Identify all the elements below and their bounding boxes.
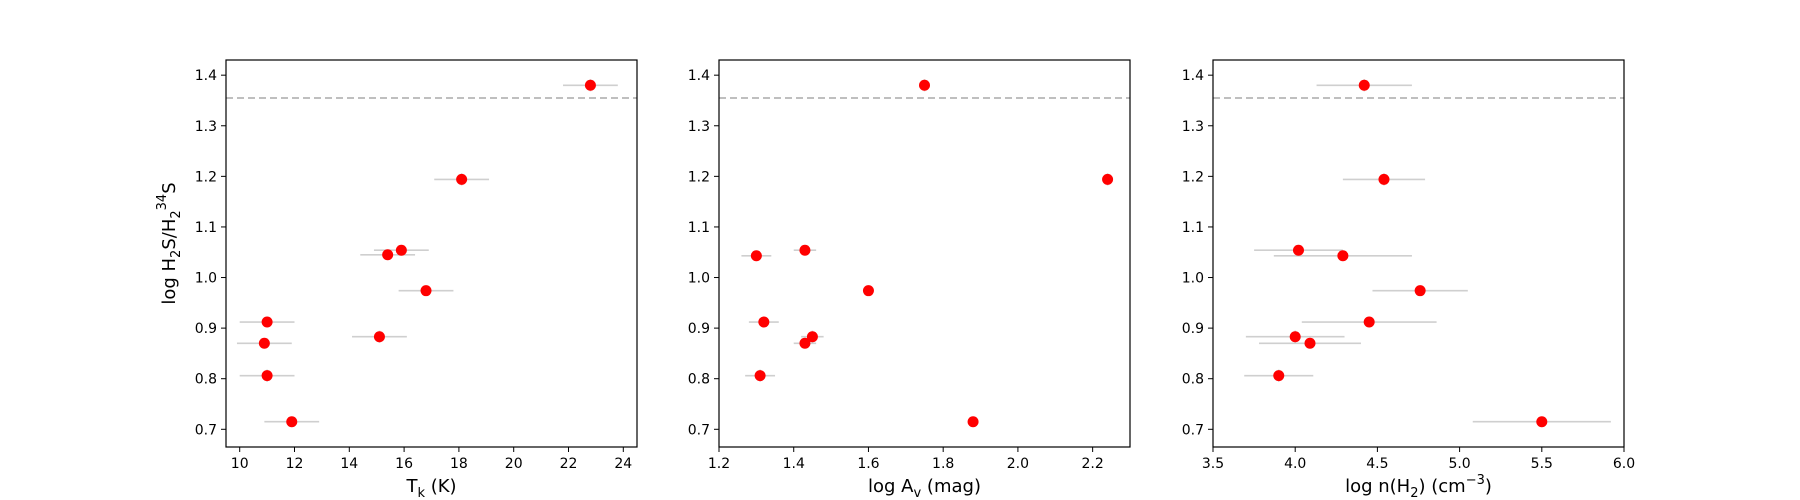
y-tick-label: 1.0 — [688, 271, 710, 287]
data-point — [1378, 173, 1390, 185]
data-point — [1273, 370, 1285, 382]
x-tick-label: 4.5 — [1366, 456, 1388, 472]
x-tick-label: 1.4 — [783, 456, 805, 472]
plot-frame — [1212, 59, 1625, 448]
y-tick-label: 1.4 — [688, 68, 710, 84]
x-tick-label: 2.2 — [1082, 456, 1104, 472]
x-axis-label: Tk (K) — [405, 476, 456, 500]
panel-kinetic-temperature: 10 12 14 16 18 20 22 24 0.7 0.8 0.9 1.0 1.1 1.2 1.3 1.4… — [155, 59, 638, 500]
data-point — [1289, 331, 1301, 343]
y-tick-label: 1.0 — [1182, 271, 1204, 287]
y-tick-label: 1.1 — [688, 220, 710, 236]
x-axis-label: log Av (mag) — [868, 476, 981, 500]
x-tick-label: 2.0 — [1007, 456, 1029, 472]
y-tick-label: 0.7 — [1182, 422, 1204, 438]
data-point — [261, 316, 273, 328]
x-tick-label: 3.5 — [1202, 456, 1224, 472]
data-point — [1414, 285, 1426, 297]
y-tick-label: 1.2 — [195, 169, 217, 185]
data-point — [1536, 416, 1548, 428]
data-point — [1292, 244, 1304, 256]
data-point — [1304, 337, 1316, 349]
x-tick-label: 16 — [395, 456, 413, 472]
x-tick-label: 1.8 — [932, 456, 954, 472]
y-tick-label: 1.2 — [688, 169, 710, 185]
data-point — [382, 249, 394, 261]
y-axis-label: log H2S/H234S — [155, 182, 184, 304]
data-point — [919, 79, 930, 91]
data-point — [286, 416, 298, 428]
y-tick-label: 0.9 — [195, 321, 217, 337]
x-tick-label: 5.0 — [1448, 456, 1470, 472]
x-tick-label: 24 — [614, 456, 632, 472]
y-tick-label: 0.9 — [688, 321, 710, 337]
y-tick-label: 1.3 — [195, 119, 217, 135]
data-point — [799, 337, 811, 349]
y-tick-label: 0.9 — [1182, 321, 1204, 337]
y-tick-label: 1.1 — [195, 220, 217, 236]
data-point — [862, 285, 874, 297]
data-point — [1337, 250, 1349, 262]
panel-h2-density: 3.5 4.0 4.5 5.0 5.5 6.0 0.7 0.8 0.9 1.0 1.1 1.2 1.3 1… — [1182, 59, 1635, 500]
y-tick-label: 1.3 — [688, 119, 710, 135]
y-tick-label: 0.8 — [688, 372, 710, 388]
x-tick-label: 12 — [286, 456, 304, 472]
data-point — [967, 416, 979, 428]
x-tick-label: 1.6 — [857, 456, 879, 472]
x-tick-label: 18 — [450, 456, 468, 472]
data-point — [584, 79, 596, 91]
data-point — [261, 370, 273, 382]
data-point — [420, 285, 432, 297]
y-tick-label: 0.8 — [195, 372, 217, 388]
data-point — [750, 250, 762, 262]
y-tick-label: 1.4 — [1182, 68, 1204, 84]
y-tick-label: 0.8 — [1182, 372, 1204, 388]
data-point — [1358, 79, 1370, 91]
y-tick-label: 1.3 — [1182, 119, 1204, 135]
data-point — [373, 331, 385, 343]
y-tick-label: 1.4 — [195, 68, 217, 84]
x-tick-label: 4.0 — [1284, 456, 1306, 472]
data-point — [754, 370, 766, 382]
y-tick-label: 1.2 — [1182, 169, 1204, 185]
y-tick-label: 0.7 — [195, 422, 217, 438]
x-tick-label: 6.0 — [1613, 456, 1635, 472]
x-tick-label: 5.5 — [1531, 456, 1553, 472]
data-point — [456, 173, 468, 185]
plot-frame — [225, 59, 638, 448]
x-tick-label: 10 — [231, 456, 249, 472]
data-point — [806, 331, 818, 343]
data-point — [258, 337, 270, 349]
data-point — [799, 244, 811, 256]
y-tick-label: 1.0 — [195, 271, 217, 287]
y-tick-label: 1.1 — [1182, 220, 1204, 236]
data-point — [1102, 173, 1114, 185]
plot-frame — [718, 59, 1131, 448]
data-point — [395, 244, 407, 256]
x-axis-label: log n(H2) (cm−3) — [1345, 473, 1492, 500]
y-tick-label: 0.7 — [688, 422, 710, 438]
x-tick-label: 14 — [340, 456, 358, 472]
x-tick-label: 22 — [560, 456, 578, 472]
x-tick-label: 20 — [505, 456, 523, 472]
data-point — [758, 316, 770, 328]
panel-visual-extinction: 1.2 1.4 1.6 1.8 2.0 2.2 0.7 0.8 0.9 1.0 1.1 1.2 1.3 1… — [688, 59, 1131, 500]
data-point — [1363, 316, 1375, 328]
x-tick-label: 1.2 — [708, 456, 730, 472]
